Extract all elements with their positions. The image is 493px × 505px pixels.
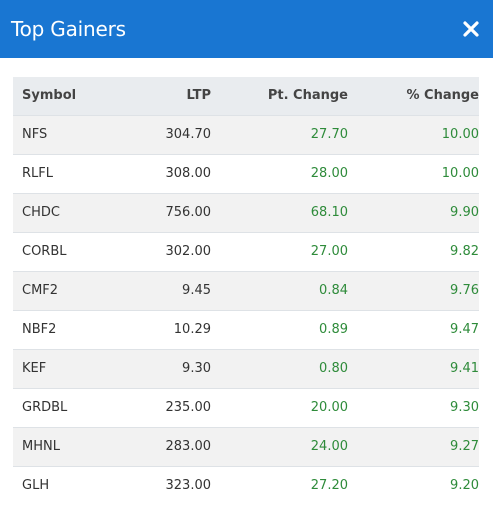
cell-symbol[interactable]: NFS [13,115,132,154]
cell-ltp: 304.70 [132,115,211,154]
cell-pt-change: 27.70 [211,115,348,154]
table-row[interactable]: NBF2 10.29 0.89 9.47 [13,310,479,349]
modal-header: Top Gainers [0,0,493,58]
cell-ltp: 756.00 [132,193,211,232]
cell-pt-change: 27.20 [211,466,348,505]
cell-ltp: 9.30 [132,349,211,388]
cell-pt-change: 68.10 [211,193,348,232]
column-header-pt-change[interactable]: Pt. Change [211,77,348,115]
cell-pt-change: 28.00 [211,154,348,193]
column-header-ltp[interactable]: LTP [132,77,211,115]
cell-ltp: 283.00 [132,427,211,466]
table-row[interactable]: CORBL 302.00 27.00 9.82 [13,232,479,271]
cell-pct-change: 9.27 [348,427,479,466]
table-body: NFS 304.70 27.70 10.00 RLFL 308.00 28.00… [13,115,479,505]
cell-symbol[interactable]: MHNL [13,427,132,466]
cell-pt-change: 0.80 [211,349,348,388]
cell-symbol[interactable]: GLH [13,466,132,505]
cell-pct-change: 9.76 [348,271,479,310]
cell-pt-change: 27.00 [211,232,348,271]
cell-pct-change: 9.82 [348,232,479,271]
cell-symbol[interactable]: GRDBL [13,388,132,427]
table-row[interactable]: RLFL 308.00 28.00 10.00 [13,154,479,193]
cell-symbol[interactable]: CORBL [13,232,132,271]
gainers-table: Symbol LTP Pt. Change % Change NFS 304.7… [13,77,479,505]
cell-ltp: 302.00 [132,232,211,271]
cell-symbol[interactable]: RLFL [13,154,132,193]
cell-symbol[interactable]: CMF2 [13,271,132,310]
cell-pt-change: 0.84 [211,271,348,310]
cell-pct-change: 9.30 [348,388,479,427]
modal-title: Top Gainers [11,16,126,42]
close-icon[interactable] [460,18,482,40]
cell-pct-change: 9.90 [348,193,479,232]
table-row[interactable]: KEF 9.30 0.80 9.41 [13,349,479,388]
cell-pt-change: 24.00 [211,427,348,466]
cell-ltp: 323.00 [132,466,211,505]
cell-pct-change: 10.00 [348,115,479,154]
cell-symbol[interactable]: CHDC [13,193,132,232]
table-header: Symbol LTP Pt. Change % Change [13,77,479,115]
table-row[interactable]: GRDBL 235.00 20.00 9.30 [13,388,479,427]
table-row[interactable]: MHNL 283.00 24.00 9.27 [13,427,479,466]
table-row[interactable]: GLH 323.00 27.20 9.20 [13,466,479,505]
column-header-symbol[interactable]: Symbol [13,77,132,115]
table-row[interactable]: CMF2 9.45 0.84 9.76 [13,271,479,310]
cell-pct-change: 10.00 [348,154,479,193]
cell-pt-change: 0.89 [211,310,348,349]
cell-ltp: 9.45 [132,271,211,310]
cell-pct-change: 9.41 [348,349,479,388]
cell-ltp: 308.00 [132,154,211,193]
cell-symbol[interactable]: KEF [13,349,132,388]
cell-pct-change: 9.47 [348,310,479,349]
gainers-table-container: Symbol LTP Pt. Change % Change NFS 304.7… [13,77,479,505]
cell-ltp: 235.00 [132,388,211,427]
table-header-row: Symbol LTP Pt. Change % Change [13,77,479,115]
cell-symbol[interactable]: NBF2 [13,310,132,349]
cell-ltp: 10.29 [132,310,211,349]
column-header-pct-change[interactable]: % Change [348,77,479,115]
cell-pct-change: 9.20 [348,466,479,505]
cell-pt-change: 20.00 [211,388,348,427]
table-row[interactable]: NFS 304.70 27.70 10.00 [13,115,479,154]
table-row[interactable]: CHDC 756.00 68.10 9.90 [13,193,479,232]
